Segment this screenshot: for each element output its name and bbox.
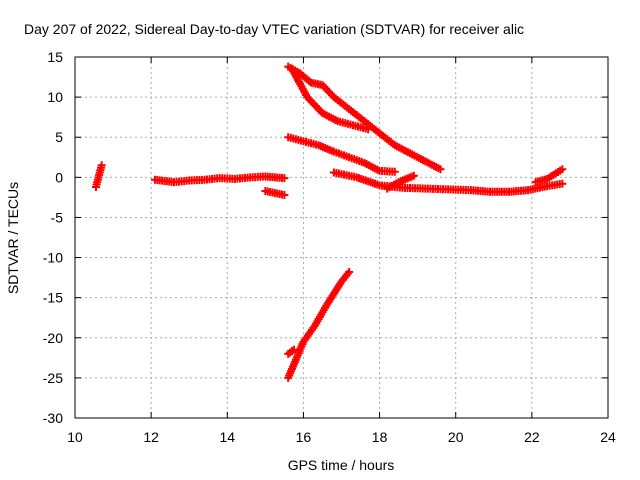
data-point	[364, 125, 373, 134]
x-tick-label: 16	[296, 429, 312, 445]
series-3	[261, 186, 289, 199]
data-point	[409, 171, 418, 180]
plot-frame	[74, 56, 609, 419]
y-axis-ticks: 15 10 5 0 -5 -10 -15 -20 -25 -30	[43, 49, 608, 426]
y-tick-label: -10	[43, 250, 63, 266]
series-1	[91, 161, 106, 191]
y-tick-label: 0	[55, 169, 63, 185]
y-tick-label: -20	[43, 330, 63, 346]
x-axis-ticks: 10 12 14 16 18 20 22 24	[67, 57, 616, 445]
y-tick-label: -15	[43, 290, 63, 306]
y-tick-label: 5	[55, 129, 63, 145]
series-4	[284, 267, 354, 382]
x-axis-label: GPS time / hours	[288, 457, 395, 473]
x-tick-label: 20	[448, 429, 464, 445]
data-point	[390, 167, 399, 176]
data-marks	[91, 62, 567, 382]
series-7	[288, 65, 373, 134]
y-axis-label: SDTVAR / TECUs	[5, 182, 21, 294]
x-tick-label: 18	[372, 429, 388, 445]
y-tick-label: 15	[47, 49, 63, 65]
series-6	[284, 62, 445, 174]
y-tick-label: -30	[43, 410, 63, 426]
series-8	[284, 133, 399, 176]
x-tick-label: 14	[219, 429, 235, 445]
x-tick-label: 10	[67, 429, 83, 445]
data-point	[558, 179, 567, 188]
data-point	[280, 190, 289, 199]
data-point	[289, 345, 298, 354]
data-point	[280, 174, 289, 183]
series-2	[150, 172, 289, 187]
data-point	[558, 165, 567, 174]
chart-title: Day 207 of 2022, Sidereal Day-to-day VTE…	[24, 21, 524, 37]
data-point	[436, 165, 445, 174]
y-tick-label: 10	[47, 89, 63, 105]
x-tick-label: 24	[600, 429, 616, 445]
x-tick-label: 12	[143, 429, 159, 445]
series-11	[531, 165, 567, 187]
grid-lines	[75, 57, 608, 418]
y-tick-label: -25	[43, 370, 63, 386]
data-point	[97, 161, 106, 170]
series-9	[329, 168, 567, 196]
series-5	[284, 345, 298, 358]
x-tick-label: 22	[524, 429, 540, 445]
series-10	[383, 171, 418, 193]
y-tick-label: -5	[51, 209, 64, 225]
data-point	[345, 267, 354, 276]
